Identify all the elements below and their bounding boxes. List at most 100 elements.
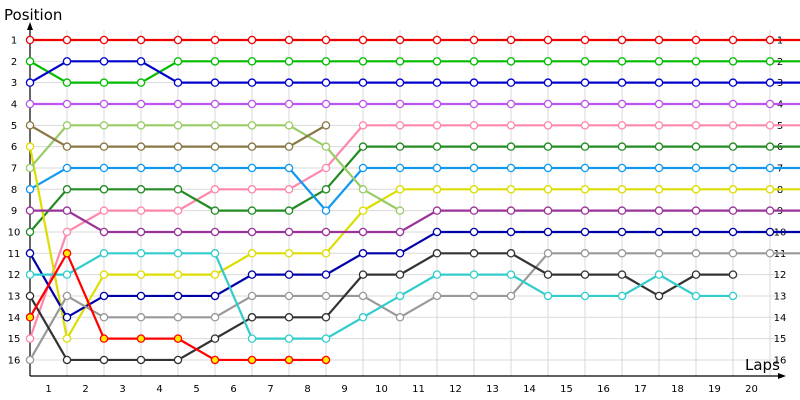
data-point xyxy=(25,227,35,237)
data-point xyxy=(765,121,775,130)
y-tick-label: 16 xyxy=(8,355,21,366)
x-tick-label: 11 xyxy=(412,384,425,395)
data-point xyxy=(580,291,590,301)
data-point xyxy=(321,270,331,279)
data-point xyxy=(284,355,294,365)
data-point xyxy=(284,334,294,343)
y-tick-label: 11 xyxy=(8,249,21,260)
data-point xyxy=(210,78,220,87)
y-tick-label: 12 xyxy=(8,270,21,281)
data-point xyxy=(247,291,257,301)
data-point xyxy=(62,355,72,365)
y-tick-label: 14 xyxy=(8,313,21,324)
data-point xyxy=(99,227,109,237)
data-point xyxy=(62,270,72,279)
data-point xyxy=(432,99,442,109)
x-tick-label: 10 xyxy=(375,384,388,395)
series-14 xyxy=(25,121,405,215)
data-point xyxy=(173,142,183,151)
data-point xyxy=(691,142,701,151)
data-point xyxy=(432,142,442,151)
data-point xyxy=(395,291,405,301)
data-point xyxy=(358,206,368,215)
data-point xyxy=(173,313,183,322)
data-point xyxy=(136,57,146,66)
data-point xyxy=(617,270,627,279)
data-point xyxy=(247,99,257,109)
data-point xyxy=(469,78,479,87)
series-line xyxy=(29,252,733,362)
data-point xyxy=(284,185,294,194)
data-point xyxy=(173,355,183,365)
data-point xyxy=(136,270,146,279)
data-point xyxy=(358,291,368,301)
data-point xyxy=(210,206,220,215)
data-point xyxy=(395,121,405,130)
data-point xyxy=(99,57,109,66)
data-point xyxy=(173,270,183,279)
x-axis-title: Laps xyxy=(745,356,780,374)
data-point xyxy=(765,185,775,194)
data-point xyxy=(432,163,442,173)
data-point xyxy=(728,142,738,151)
data-point xyxy=(654,142,664,151)
data-point xyxy=(247,185,257,194)
series-13 xyxy=(25,249,738,343)
data-point xyxy=(543,185,553,194)
data-point xyxy=(284,78,294,87)
x-tick-label: 7 xyxy=(267,384,273,395)
data-point xyxy=(506,249,516,258)
y-tick-label: 2 xyxy=(11,57,17,68)
data-point xyxy=(210,334,220,343)
data-point xyxy=(210,142,220,151)
data-point xyxy=(617,142,627,151)
data-point xyxy=(358,185,368,194)
data-point xyxy=(654,185,664,194)
series-line xyxy=(30,252,733,340)
x-tick-label: 9 xyxy=(341,384,347,395)
data-point xyxy=(25,313,35,322)
data-point xyxy=(395,313,405,322)
data-point xyxy=(284,206,294,215)
data-point xyxy=(321,35,331,45)
series-8 xyxy=(25,142,800,343)
data-point xyxy=(691,206,701,215)
data-point xyxy=(765,99,775,109)
data-point xyxy=(173,57,183,66)
series-line xyxy=(29,60,800,84)
data-point xyxy=(617,35,627,45)
data-point xyxy=(506,35,516,45)
data-point xyxy=(210,249,220,258)
data-point xyxy=(210,270,220,279)
data-point xyxy=(691,35,701,45)
data-point xyxy=(543,99,553,109)
data-point xyxy=(358,227,368,237)
x-tick-label: 19 xyxy=(708,384,721,395)
data-point xyxy=(617,249,627,258)
data-point xyxy=(654,270,664,279)
data-point xyxy=(543,291,553,301)
data-point xyxy=(469,121,479,130)
y-tick-label-right: 12 xyxy=(774,270,787,281)
data-point xyxy=(136,35,146,45)
data-point xyxy=(358,57,368,66)
data-point xyxy=(284,270,294,279)
data-point xyxy=(25,355,35,365)
series-15 xyxy=(25,121,331,151)
data-point xyxy=(284,35,294,45)
data-point xyxy=(358,142,368,151)
data-point xyxy=(617,57,627,66)
data-point xyxy=(99,249,109,258)
data-point xyxy=(321,291,331,301)
data-point xyxy=(728,227,738,237)
series-12 xyxy=(25,249,738,365)
data-point xyxy=(247,163,257,173)
data-point xyxy=(25,334,35,343)
data-point xyxy=(728,270,738,279)
x-tick-label: 14 xyxy=(523,384,536,395)
data-point xyxy=(173,334,183,343)
data-point xyxy=(691,57,701,66)
y-tick-label-right: 16 xyxy=(774,355,787,366)
series-line xyxy=(30,209,800,234)
y-tick-label-right: 13 xyxy=(774,291,787,302)
